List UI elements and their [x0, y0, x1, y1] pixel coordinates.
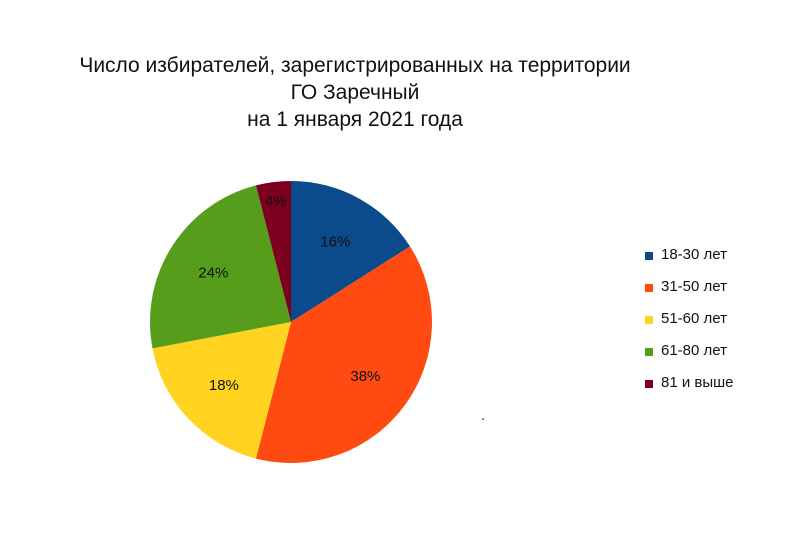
legend-label: 31-50 лет — [661, 278, 727, 295]
slice-18-30 — [291, 181, 411, 322]
legend-label: 51-60 лет — [661, 310, 727, 327]
chart-title-line-3: на 1 января 2021 года — [247, 108, 463, 131]
data-label-31-50: 38% — [350, 368, 380, 385]
data-label-18-30: 16% — [320, 233, 350, 250]
legend-label: 81 и выше — [661, 374, 734, 391]
data-label-61-80: 24% — [198, 265, 228, 282]
legend-swatch — [645, 348, 653, 356]
slice-31-50 — [255, 246, 432, 464]
data-label-81-plus: 4% — [265, 193, 287, 210]
legend-label: 61-80 лет — [661, 342, 727, 359]
data-label-51-60: 18% — [209, 377, 239, 394]
chart-title-line-2: ГО Заречный — [290, 81, 420, 104]
chart-title: Число избирателей, зарегистрированных на… — [0, 52, 710, 133]
slice-51-60 — [152, 322, 291, 459]
legend-swatch — [645, 380, 653, 388]
legend-swatch — [645, 284, 653, 292]
slice-61-80 — [150, 185, 291, 349]
slice-81-plus — [255, 181, 291, 322]
legend-swatch — [645, 252, 653, 260]
chart-title-line-1: Число избирателей, зарегистрированных на… — [79, 54, 631, 77]
legend-swatch — [645, 316, 653, 324]
stray-dot — [482, 418, 484, 420]
legend-label: 18-30 лет — [661, 246, 727, 263]
